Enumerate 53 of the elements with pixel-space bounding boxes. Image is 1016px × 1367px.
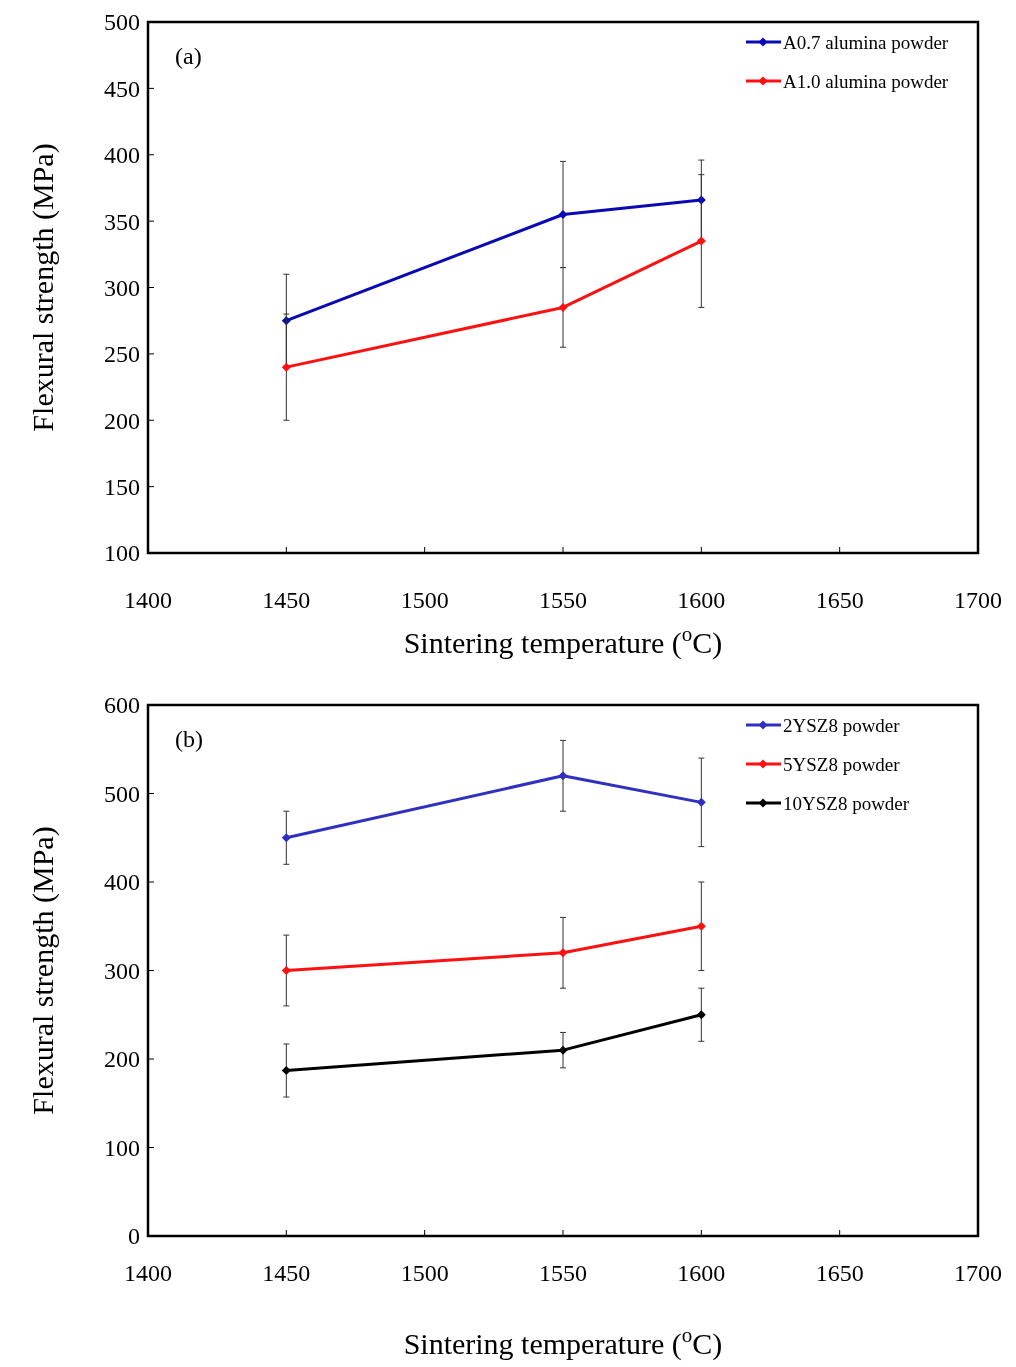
y-tick-label: 500: [104, 9, 140, 36]
legend-label: 2YSZ8 powder: [783, 714, 901, 736]
annotation: (a): [175, 43, 202, 69]
y-tick-label: 300: [104, 274, 140, 301]
x-tick-label: 1500: [400, 1260, 449, 1286]
point: [281, 966, 291, 975]
y-tick-label: 600: [104, 692, 140, 719]
x-tick-label: 1700: [954, 587, 1002, 613]
x-tick-label: 1550: [539, 1260, 587, 1286]
x-tick-label: 1650: [815, 1260, 864, 1286]
y-tick-label: 200: [104, 407, 140, 434]
y-tick-label: 300: [104, 957, 140, 984]
point: [558, 1045, 568, 1055]
annotation: (b): [175, 726, 203, 752]
y-tick-label: 150: [104, 474, 140, 501]
x-tick-label: 1500: [400, 587, 449, 613]
point: [558, 771, 568, 781]
point: [281, 362, 291, 372]
x-tick-label: 1450: [262, 587, 311, 613]
legend-label: A0.7 alumina powder: [783, 31, 949, 53]
x-tick-label: 1600: [677, 1260, 726, 1286]
legend-label: 5YSZ8 powder: [783, 753, 901, 775]
y-tick-label: 200: [104, 1046, 140, 1073]
y-axis-title: Flexural strength (MPa): [26, 143, 60, 432]
point: [696, 1010, 706, 1020]
y-tick-label: 350: [104, 208, 140, 235]
point: [558, 302, 568, 312]
y-tick-label: 250: [104, 341, 140, 368]
x-tick-label: 1700: [954, 1260, 1002, 1286]
x-tick-label: 1600: [677, 587, 726, 613]
y-tick-label: 0: [128, 1223, 140, 1250]
legend-label: A1.0 alumina powder: [783, 70, 949, 92]
x-tick-label: 1550: [539, 587, 587, 613]
y-tick-label: 500: [104, 780, 140, 807]
x-axis-title: Sintering temperature ($^{o}$C): [403, 1323, 723, 1361]
y-tick-label: 100: [104, 1134, 140, 1161]
point: [281, 833, 291, 843]
point: [696, 921, 706, 931]
x-tick-label: 1400: [124, 1260, 172, 1286]
legend-label: 10YSZ8 powder: [783, 792, 910, 814]
y-tick-label: 450: [104, 75, 140, 102]
point: [558, 948, 568, 958]
x-tick-label: 1650: [815, 587, 864, 613]
y-tick-label: 400: [104, 869, 140, 896]
y-tick-label: 100: [104, 540, 140, 567]
point: [558, 209, 568, 219]
x-axis-title: Sintering temperature ($^{o}$C): [403, 622, 723, 660]
point: [281, 1066, 291, 1075]
x-tick-label: 1450: [262, 1260, 311, 1286]
y-axis-title: Flexural strength (MPa): [26, 826, 60, 1115]
x-tick-label: 1400: [124, 587, 172, 613]
y-tick-label: 400: [104, 142, 140, 169]
point: [696, 797, 706, 807]
